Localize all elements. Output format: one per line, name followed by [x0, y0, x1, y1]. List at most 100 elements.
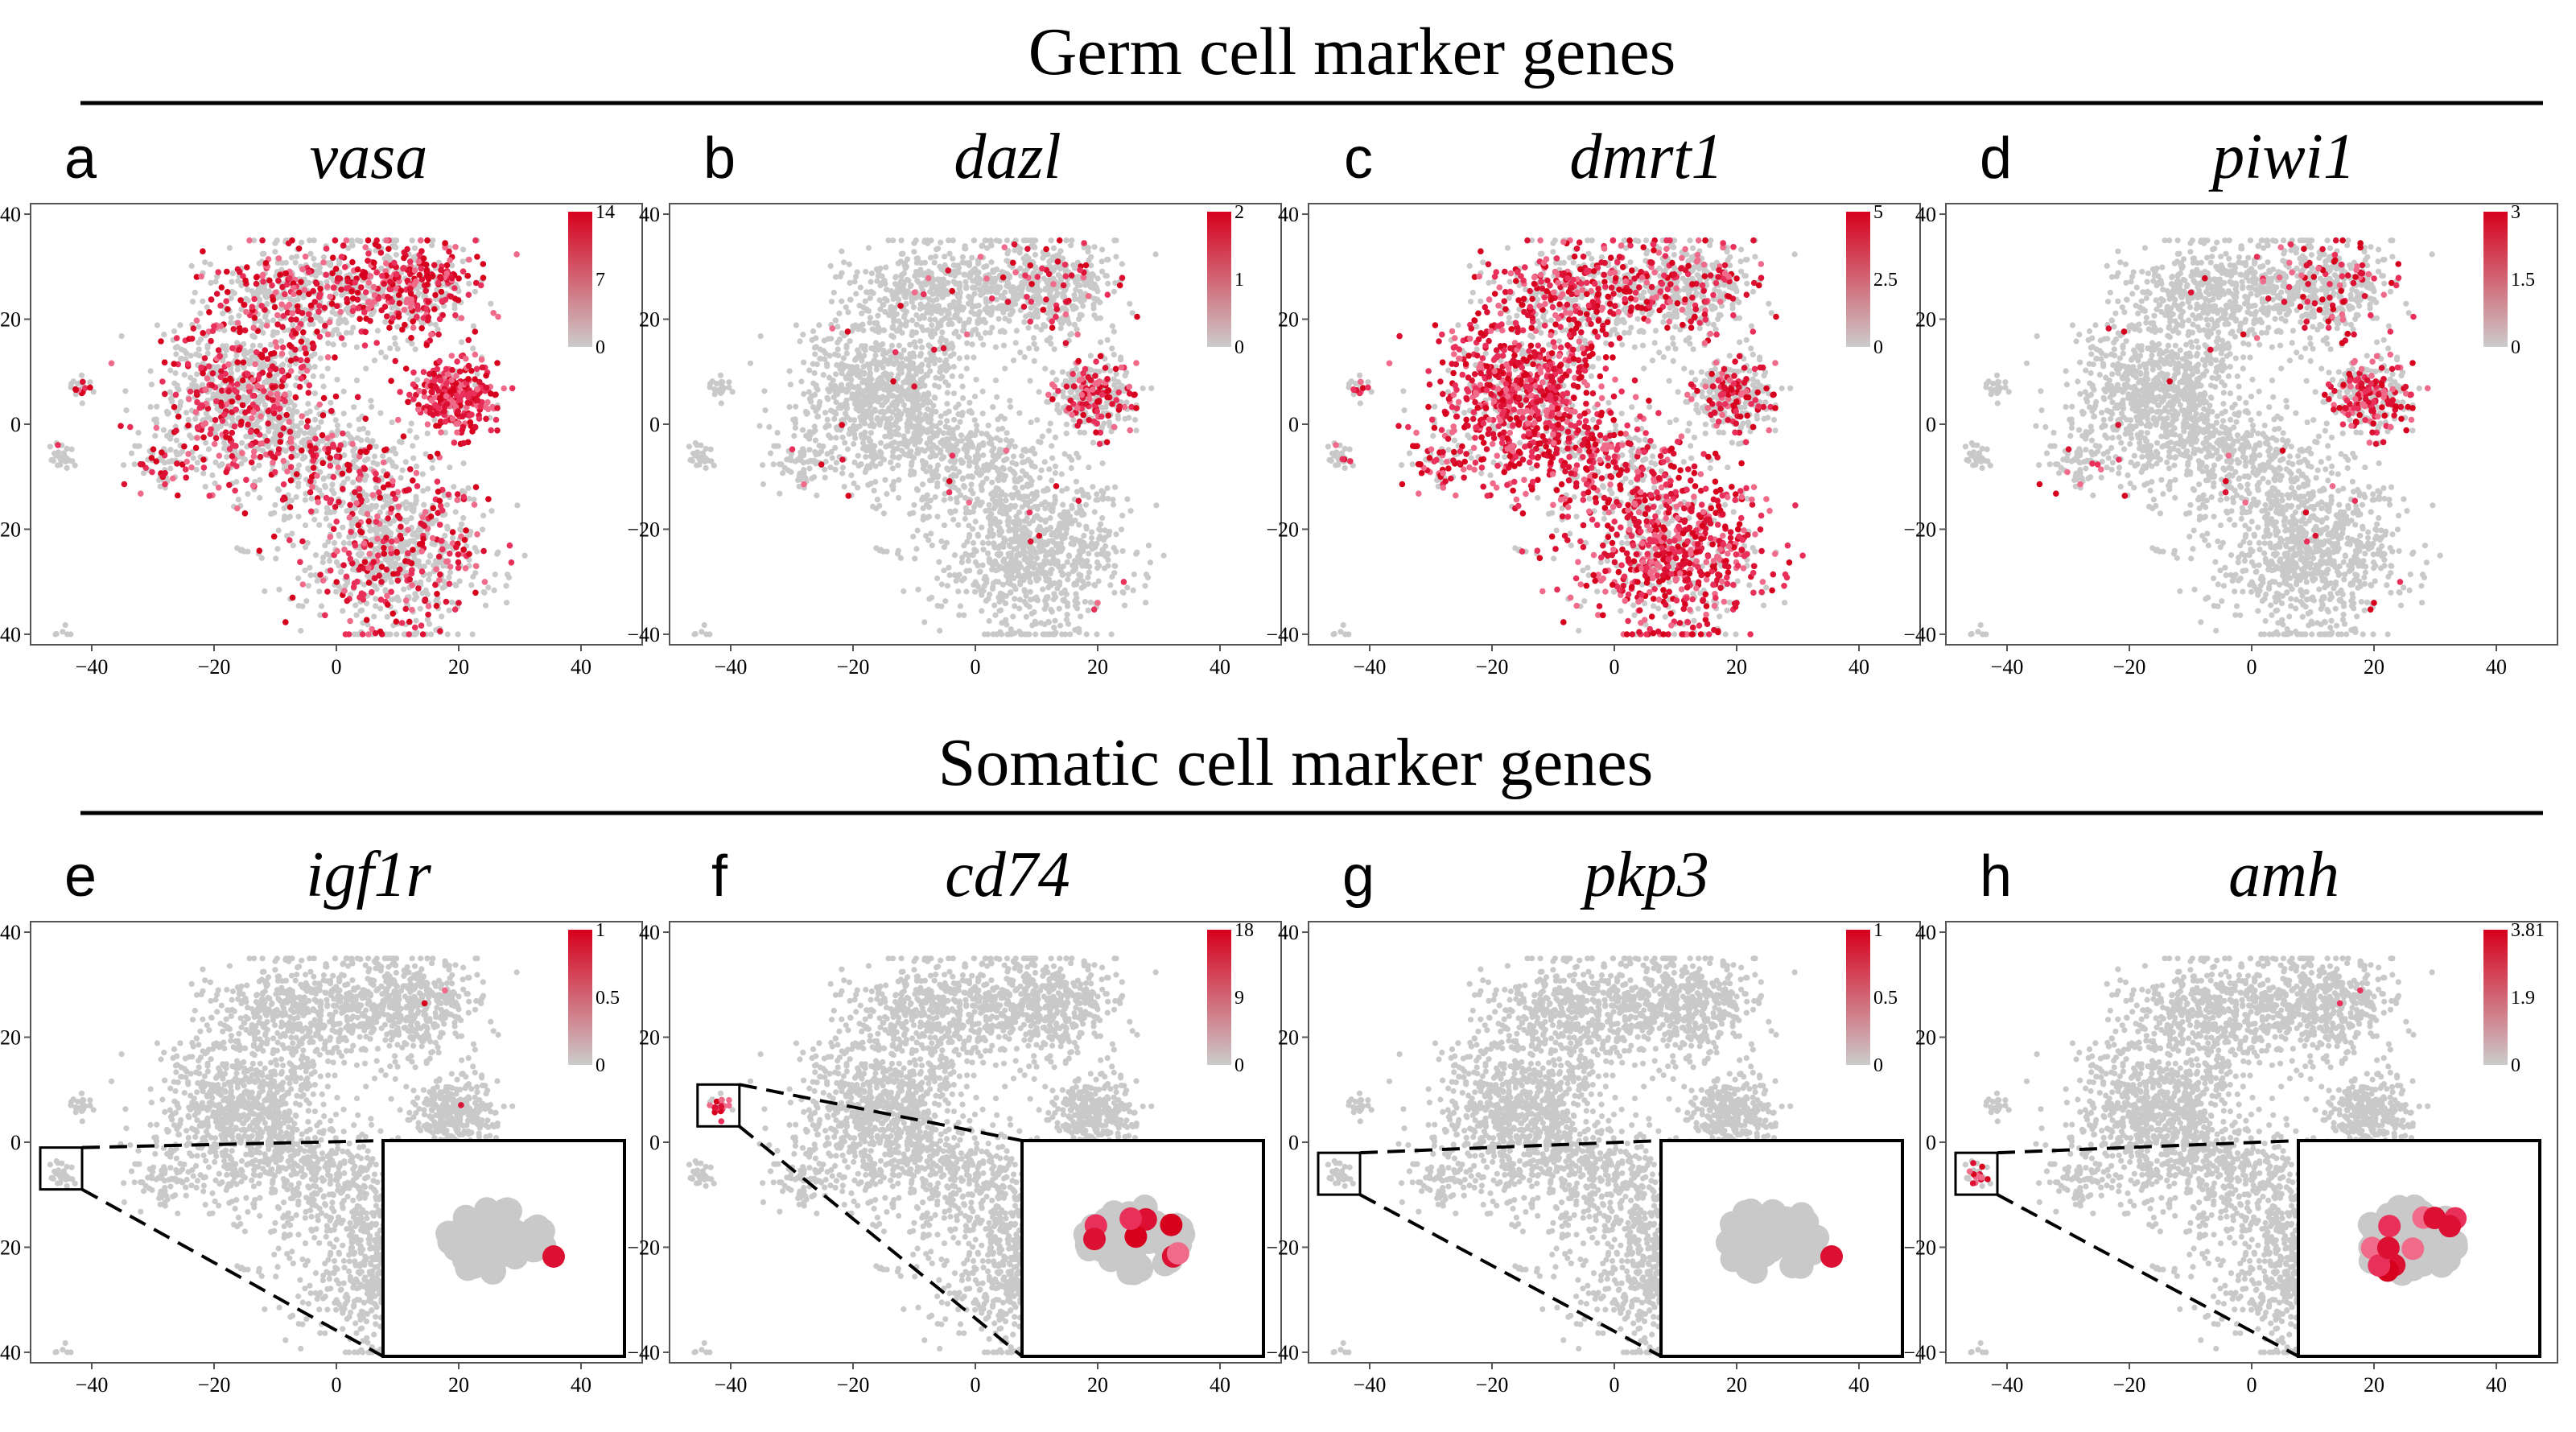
expressing-cell-point — [342, 264, 348, 270]
expressing-cell-point — [465, 400, 472, 406]
expressing-cell-point — [238, 419, 245, 425]
cell-point — [895, 290, 901, 295]
expressing-cell-point — [331, 526, 337, 532]
expressing-cell-point — [443, 559, 450, 565]
expressing-cell-point — [376, 489, 382, 496]
expressing-cell-point — [476, 379, 483, 386]
expressing-cell-point — [293, 356, 299, 362]
cell-point — [362, 477, 368, 483]
expressing-cell-point — [198, 274, 204, 280]
expressing-cell-point — [279, 369, 286, 375]
cell-point — [893, 419, 899, 424]
cell-point — [387, 345, 393, 351]
expressing-cell-point — [405, 399, 411, 406]
cell-point — [272, 241, 278, 246]
cell-point — [861, 419, 867, 424]
cell-point — [256, 399, 262, 405]
cell-point — [938, 376, 943, 382]
cell-point — [912, 366, 917, 372]
cell-point — [950, 344, 955, 349]
expressing-cell-point — [418, 622, 425, 629]
expressing-cell-point — [432, 292, 439, 299]
expressing-cell-point — [332, 237, 339, 244]
expressing-cell-point — [466, 291, 472, 298]
cell-point — [409, 421, 414, 427]
cell-point — [935, 290, 941, 295]
cell-point — [876, 386, 881, 391]
cell-point — [485, 584, 491, 590]
expressing-cell-point — [274, 312, 281, 319]
cell-point — [975, 312, 981, 318]
expressing-cell-point — [162, 481, 168, 488]
cell-point — [766, 424, 772, 430]
expressing-cell-point — [194, 399, 200, 406]
expressing-cell-point — [450, 529, 456, 535]
expressing-cell-point — [367, 318, 373, 324]
cell-point — [868, 453, 874, 459]
cell-point — [359, 608, 365, 613]
expressing-cell-point — [422, 522, 428, 529]
cell-point — [1082, 283, 1088, 288]
expressing-cell-point — [240, 402, 246, 409]
expressing-cell-point — [425, 421, 431, 427]
expressing-cell-point — [287, 429, 294, 435]
cell-point — [938, 323, 943, 328]
cell-point — [839, 249, 844, 254]
cell-point — [357, 427, 362, 432]
expressing-cell-point — [304, 368, 311, 374]
cell-point — [430, 465, 435, 471]
cell-point — [251, 465, 257, 471]
expressing-cell-point — [390, 571, 397, 577]
expressing-cell-point — [162, 359, 168, 365]
cell-point — [200, 470, 206, 476]
cell-point — [945, 390, 950, 395]
cell-point — [365, 430, 371, 435]
cell-point — [364, 497, 369, 503]
expressing-cell-point — [414, 470, 420, 477]
expressing-cell-point — [425, 273, 431, 279]
cell-point — [866, 376, 872, 382]
cell-point — [1052, 346, 1057, 352]
expressing-cell-point — [478, 283, 484, 289]
expressing-cell-point — [299, 266, 306, 273]
expressing-cell-point — [270, 297, 277, 303]
cell-point — [895, 463, 901, 468]
cell-point — [401, 587, 406, 592]
cell-point — [306, 583, 311, 588]
cell-point — [921, 239, 927, 245]
expressing-cell-point — [196, 424, 202, 431]
expressing-cell-point — [365, 250, 372, 257]
expressing-cell-point — [417, 541, 423, 547]
cell-point — [256, 463, 262, 468]
cell-point — [352, 631, 357, 637]
cell-point — [221, 445, 227, 451]
cell-point — [1091, 244, 1097, 250]
expressing-cell-point — [282, 398, 288, 405]
cell-point — [911, 304, 917, 310]
cell-point — [912, 273, 917, 279]
cell-point — [418, 606, 423, 612]
cell-point — [395, 555, 401, 561]
cell-point — [283, 260, 289, 266]
expressing-cell-point — [434, 386, 440, 392]
expressing-cell-point — [410, 382, 417, 388]
expressing-cell-point — [207, 431, 213, 437]
expressing-cell-point — [406, 487, 412, 493]
cell-point — [853, 291, 859, 296]
cell-point — [1068, 242, 1074, 248]
expressing-cell-point — [213, 435, 220, 442]
cell-point — [274, 330, 280, 336]
cell-point — [929, 303, 935, 309]
expressing-cell-point — [435, 280, 442, 287]
cell-point — [460, 258, 466, 264]
expressing-cell-point — [220, 418, 226, 424]
expressing-cell-point — [431, 371, 437, 378]
expressing-cell-point — [352, 279, 358, 286]
expressing-cell-point — [410, 324, 417, 331]
expressing-cell-point — [316, 402, 323, 408]
cell-point — [383, 354, 389, 360]
expressing-cell-point — [311, 464, 317, 471]
expressing-cell-point — [212, 417, 219, 423]
expressing-cell-point — [452, 606, 459, 613]
cell-point — [196, 324, 201, 329]
